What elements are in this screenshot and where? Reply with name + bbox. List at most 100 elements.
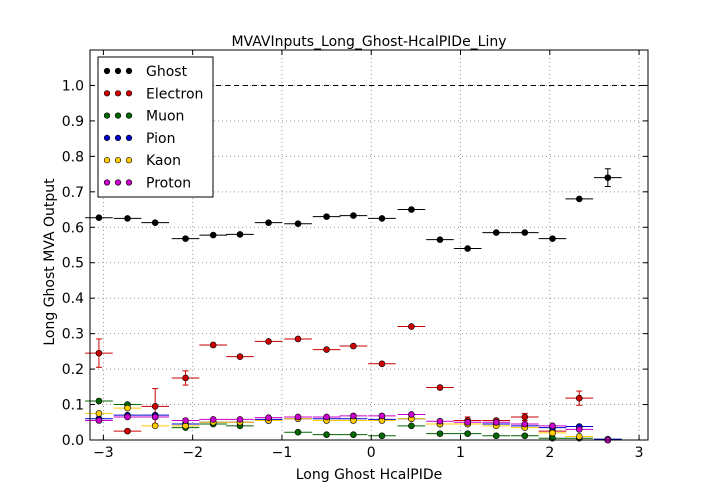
proton-point bbox=[464, 418, 471, 426]
legend-label-proton: Proton bbox=[146, 176, 191, 192]
legend-marker-pion bbox=[103, 134, 111, 141]
ghost-point bbox=[236, 231, 244, 238]
legend-marker-electron bbox=[103, 90, 111, 97]
chart-title: MVAVInputs_Long_Ghost-HcalPIDe_Liny bbox=[231, 34, 506, 50]
electron-point bbox=[378, 360, 386, 368]
electron-point bbox=[350, 342, 357, 350]
ghost-point bbox=[408, 206, 415, 213]
y-axis-label: Long Ghost MVA Output bbox=[42, 178, 58, 346]
x-tick-label: 0 bbox=[367, 445, 376, 461]
y-tick-label: 0.7 bbox=[62, 185, 84, 201]
electron-point bbox=[151, 403, 159, 410]
legend-marker-ghost bbox=[114, 67, 122, 75]
electron-point bbox=[408, 323, 415, 330]
muon-point bbox=[350, 431, 357, 438]
proton-point bbox=[265, 414, 272, 421]
y-tick-label: 0.6 bbox=[62, 220, 84, 236]
y-tick-label: 0.1 bbox=[62, 398, 84, 414]
legend-marker-kaon bbox=[114, 157, 122, 164]
y-tick-label: 0.2 bbox=[62, 362, 84, 378]
kaon-point bbox=[575, 433, 583, 440]
legend-label-kaon: Kaon bbox=[146, 153, 181, 169]
legend-box bbox=[97, 56, 214, 198]
legend-marker-electron bbox=[114, 90, 122, 97]
proton-point bbox=[549, 422, 556, 430]
y-tick-label: 0.5 bbox=[62, 256, 84, 272]
ghost-point bbox=[265, 219, 272, 226]
electron-point bbox=[575, 394, 583, 402]
ghost-point bbox=[294, 220, 302, 228]
y-tick-label: 0.9 bbox=[62, 114, 84, 130]
legend-marker-pion bbox=[114, 134, 122, 141]
ghost-point bbox=[378, 215, 386, 222]
legend-marker-ghost bbox=[103, 67, 111, 75]
legend: Ghost Electron Muon Pion Kaon Proton bbox=[97, 56, 214, 198]
legend-marker-ghost bbox=[125, 67, 133, 75]
legend-label-pion: Pion bbox=[146, 131, 175, 147]
series-ghost bbox=[85, 168, 622, 252]
legend-label-muon: Muon bbox=[146, 109, 184, 125]
legend-marker-kaon bbox=[125, 157, 133, 164]
ghost-point bbox=[492, 229, 500, 236]
legend-label-ghost: Ghost bbox=[146, 64, 188, 80]
legend-marker-proton bbox=[114, 179, 122, 186]
legend-marker-pion bbox=[125, 134, 133, 141]
y-tick-label: 0.0 bbox=[62, 433, 84, 449]
proton-point bbox=[492, 418, 500, 426]
proton-point bbox=[294, 413, 302, 421]
electron-point bbox=[265, 338, 272, 345]
kaon-point bbox=[95, 410, 103, 417]
electron-point bbox=[95, 349, 103, 357]
proton-point bbox=[521, 420, 529, 428]
electron-point bbox=[521, 413, 529, 421]
ghost-point bbox=[323, 213, 330, 220]
legend-marker-proton bbox=[125, 179, 133, 186]
legend-marker-kaon bbox=[103, 157, 111, 164]
kaon-point bbox=[549, 429, 556, 437]
electron-point bbox=[323, 346, 330, 353]
x-tick-label: 3 bbox=[635, 445, 644, 461]
proton-point bbox=[182, 417, 189, 424]
muon-point bbox=[436, 430, 444, 437]
y-tick-label: 0.8 bbox=[62, 149, 84, 165]
proton-point bbox=[151, 413, 159, 421]
x-tick-label: −2 bbox=[182, 445, 203, 461]
proton-point bbox=[378, 412, 386, 420]
muon-point bbox=[378, 432, 386, 440]
ghost-point bbox=[209, 231, 217, 239]
ghost-point bbox=[604, 174, 612, 181]
legend-marker-muon bbox=[125, 112, 133, 119]
x-tick-label: 1 bbox=[456, 445, 465, 461]
x-tick-label: −3 bbox=[93, 445, 114, 461]
proton-point bbox=[209, 416, 217, 423]
y-tick-label: 0.3 bbox=[62, 327, 84, 343]
kaon-point bbox=[151, 422, 159, 430]
proton-point bbox=[95, 417, 103, 424]
electron-point bbox=[182, 374, 189, 382]
kaon-point bbox=[124, 404, 131, 412]
legend-label-electron: Electron bbox=[146, 86, 203, 102]
data-series-group bbox=[85, 168, 622, 444]
proton-point bbox=[436, 417, 444, 425]
x-tick-label: −1 bbox=[272, 445, 293, 461]
muon-point bbox=[464, 430, 471, 437]
ghost-point bbox=[182, 235, 189, 242]
axis-ticks: −3 −2 −1 0 1 2 3 0.0 0.1 0.2 0.3 0.4 0.5 0.6 0.7 0.8 0.9… bbox=[62, 50, 648, 461]
proton-point bbox=[236, 416, 244, 423]
electron-point bbox=[124, 427, 131, 435]
muon-point bbox=[294, 428, 302, 436]
legend-marker-electron bbox=[125, 90, 133, 97]
ghost-point bbox=[521, 229, 529, 236]
muon-point bbox=[521, 432, 529, 440]
ghost-point bbox=[549, 235, 556, 242]
y-tick-label: 0.4 bbox=[62, 291, 84, 307]
legend-marker-muon bbox=[114, 112, 122, 119]
x-axis-label: Long Ghost HcalPIDe bbox=[296, 467, 443, 483]
x-tick-label: 2 bbox=[545, 445, 554, 461]
muon-point bbox=[95, 397, 103, 405]
electron-point bbox=[236, 353, 244, 360]
legend-marker-muon bbox=[103, 112, 111, 119]
proton-point bbox=[323, 413, 330, 421]
muon-point bbox=[492, 432, 500, 440]
